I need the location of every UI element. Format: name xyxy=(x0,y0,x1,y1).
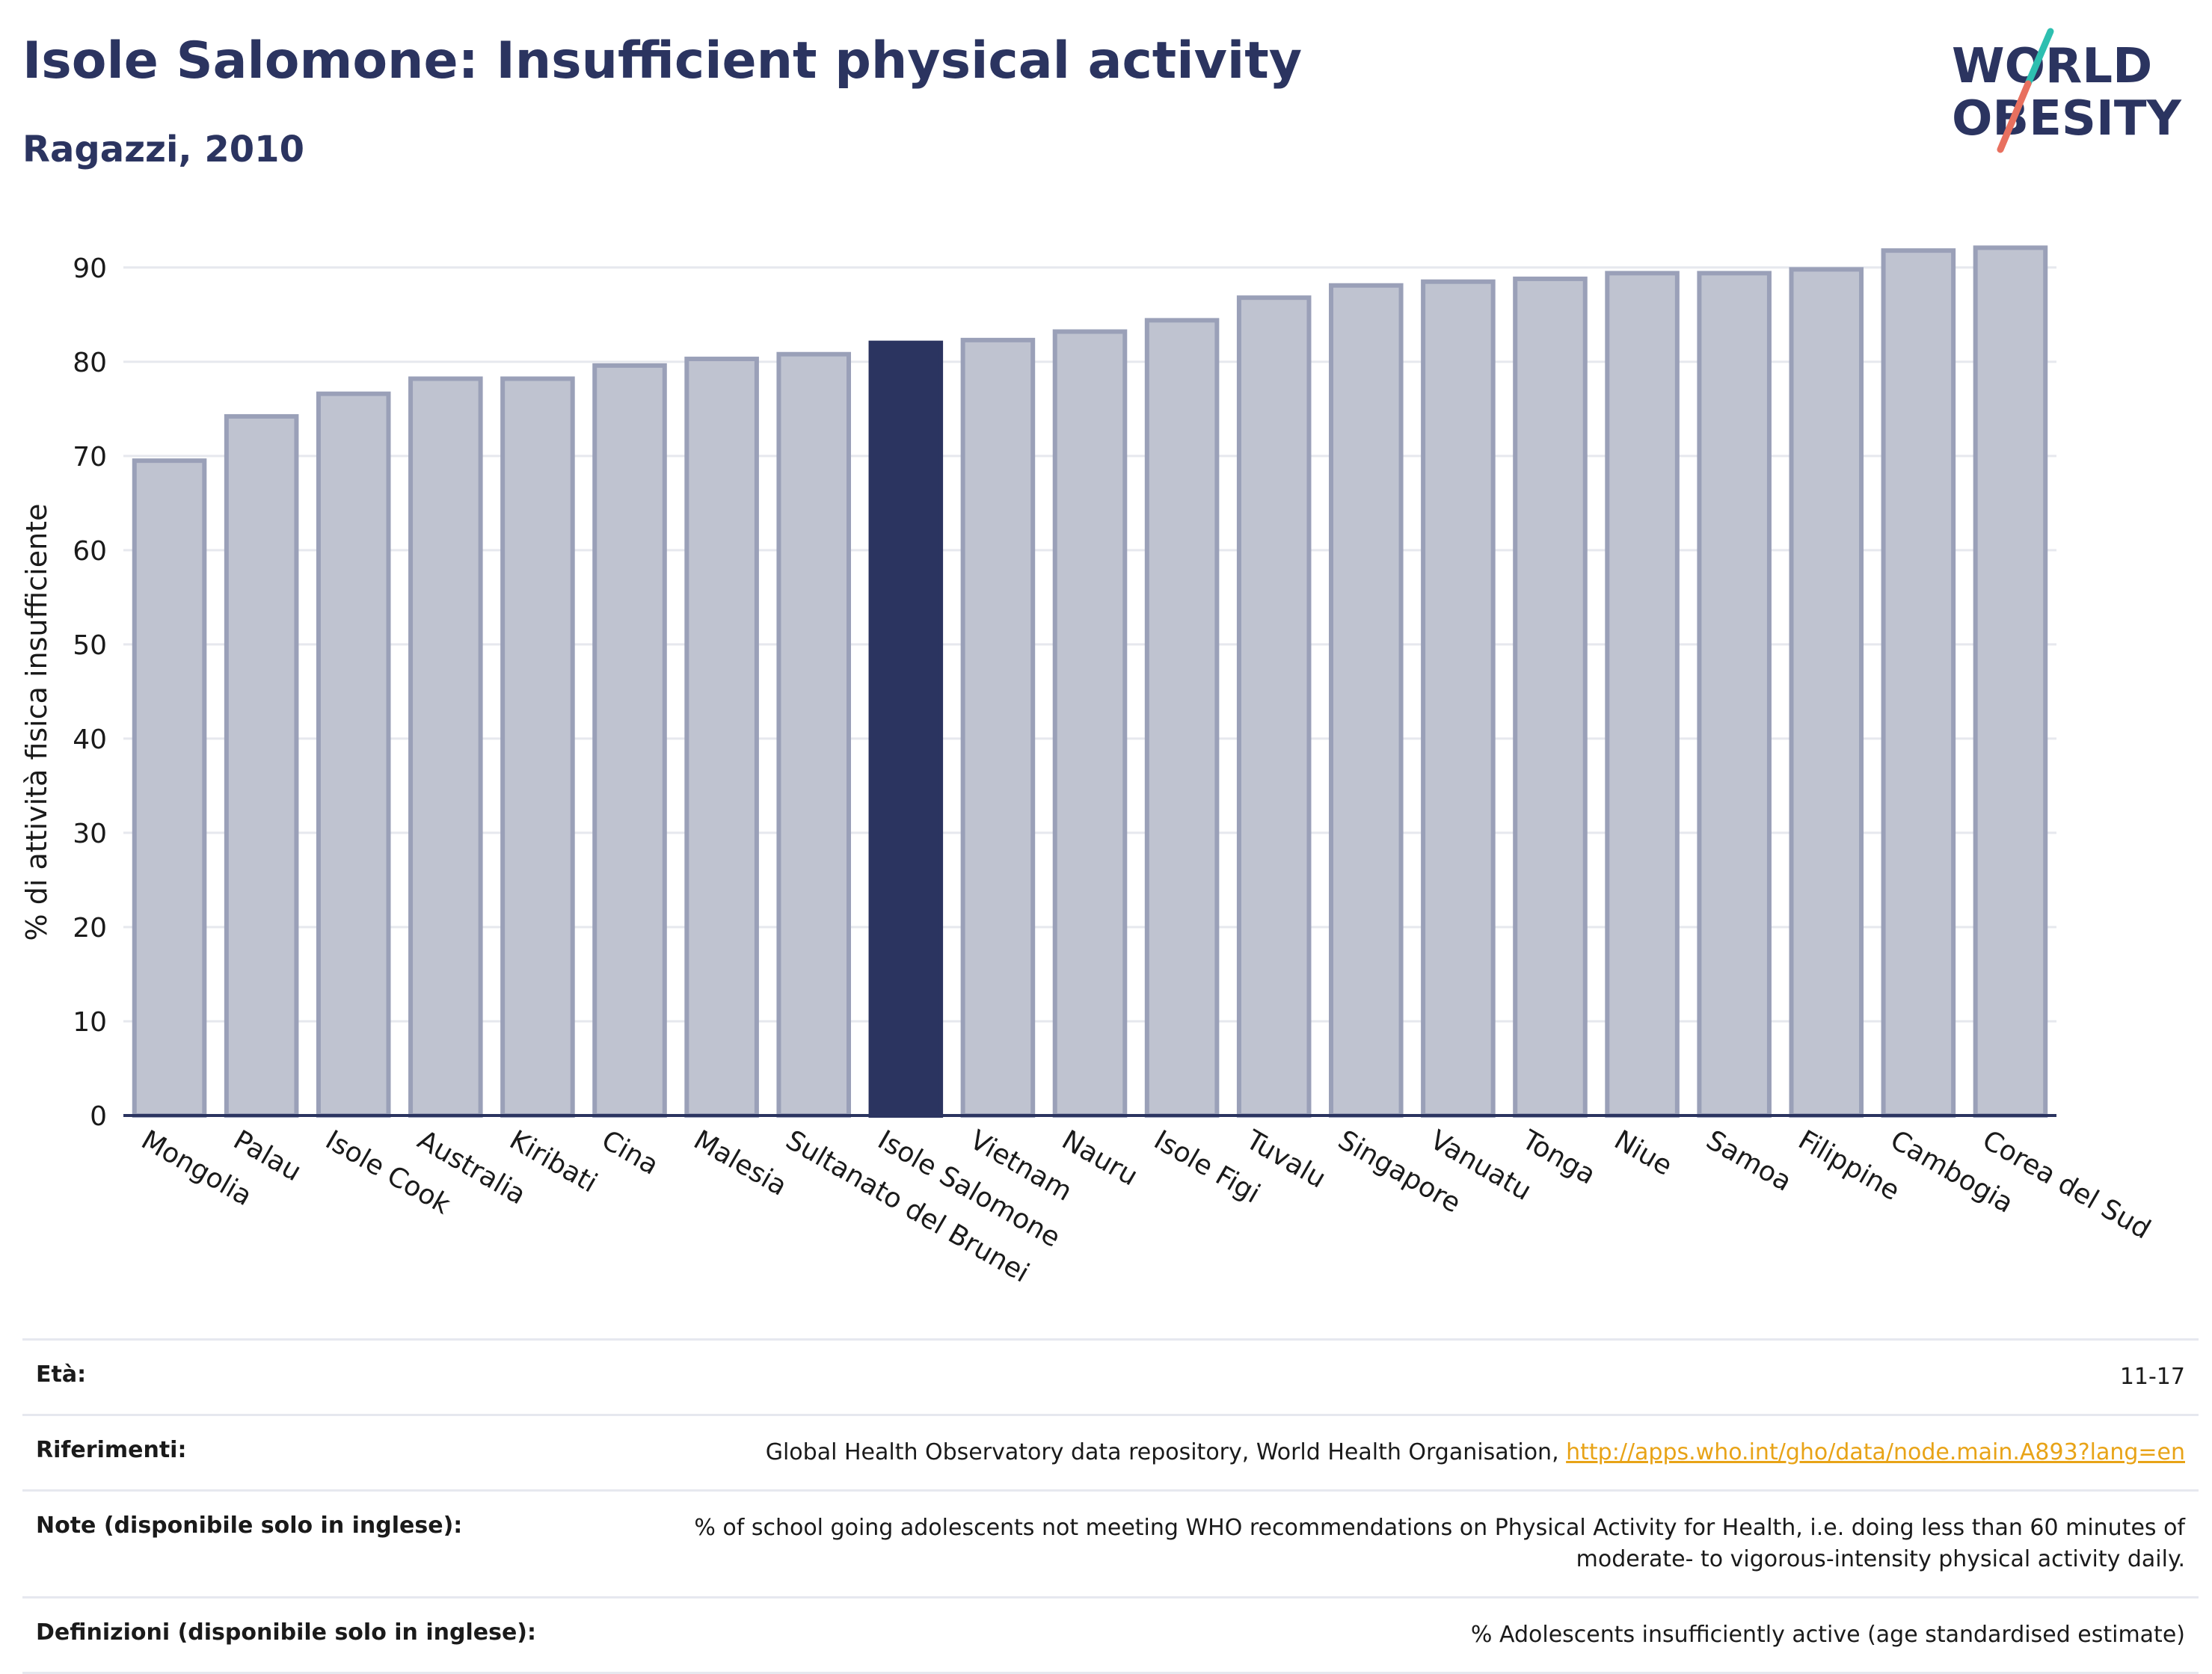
y-tick-label: 0 xyxy=(90,1101,107,1132)
world-obesity-logo: WORLD OBESITY xyxy=(1952,28,2181,153)
bar-nauru xyxy=(1052,329,1128,1118)
y-axis-label: % di attività fisica insufficiente xyxy=(20,504,53,941)
bar-cambogia xyxy=(1881,248,1956,1118)
bars xyxy=(132,245,2048,1118)
age-label: Età: xyxy=(36,1361,87,1388)
references-text: Global Health Observatory data repositor… xyxy=(765,1439,1567,1465)
bar-sultanato-del-brunei xyxy=(776,351,851,1118)
references-value: Global Health Observatory data repositor… xyxy=(766,1437,2185,1468)
y-tick-label: 50 xyxy=(73,630,107,661)
y-tick-label: 70 xyxy=(73,442,107,473)
metadata-table: Età: 11-17 Riferimenti: Global Health Ob… xyxy=(22,1338,2199,1674)
x-tick-label: Isole Figi xyxy=(1149,1124,1265,1209)
age-value: 11-17 xyxy=(2119,1364,2185,1390)
y-tick-label: 90 xyxy=(73,253,107,284)
chart-title: Isole Salomone: Insufficient physical ac… xyxy=(22,31,1303,90)
logo-slash-teal xyxy=(2024,28,2054,87)
bar-singapore xyxy=(1329,283,1404,1118)
x-tick-label: Malesia xyxy=(689,1124,792,1202)
y-tick-label: 80 xyxy=(73,348,107,378)
x-tick-label: Filippine xyxy=(1793,1124,1905,1207)
x-tick-label: Cina xyxy=(597,1124,664,1181)
bar-isole-cook xyxy=(316,391,391,1118)
bar-tonga xyxy=(1513,276,1588,1118)
meta-row-references: Riferimenti: Global Health Observatory d… xyxy=(22,1414,2199,1489)
chart-subtitle: Ragazzi, 2010 xyxy=(22,129,304,170)
y-tick-label: 60 xyxy=(73,536,107,567)
y-tick-label: 30 xyxy=(73,819,107,849)
definitions-label: Definizioni (disponibile solo in inglese… xyxy=(36,1619,536,1646)
bar-vietnam xyxy=(960,337,1036,1118)
bar-niue xyxy=(1605,271,1680,1118)
logo-word-world: WORLD xyxy=(1952,39,2152,94)
meta-row-notes: Note (disponibile solo in inglese): % of… xyxy=(22,1489,2199,1596)
meta-row-definitions: Definizioni (disponibile solo in inglese… xyxy=(22,1596,2199,1674)
y-tick-label: 10 xyxy=(73,1007,107,1038)
logo-slash-coral xyxy=(1997,80,2032,153)
bar-kiribati xyxy=(500,376,575,1118)
bar-palau xyxy=(224,413,299,1118)
bar-isole-salomone xyxy=(868,340,944,1118)
notes-label: Note (disponibile solo in inglese): xyxy=(36,1513,463,1539)
definitions-value: % Adolescents insufficiently active (age… xyxy=(1470,1622,2185,1648)
bar-malesia xyxy=(684,357,759,1118)
bar-isole-figi xyxy=(1144,318,1220,1118)
bar-samoa xyxy=(1697,271,1772,1118)
y-tick-label: 40 xyxy=(73,724,107,755)
x-tick-label: Niue xyxy=(1609,1124,1677,1181)
bar-vanuatu xyxy=(1421,279,1496,1118)
bar-tuvalu xyxy=(1236,295,1312,1118)
bar-mongolia xyxy=(132,458,207,1118)
meta-row-age: Età: 11-17 xyxy=(22,1338,2199,1414)
notes-value: % of school going adolescents not meetin… xyxy=(694,1515,2185,1572)
bar-filippine xyxy=(1789,267,1864,1118)
references-label: Riferimenti: xyxy=(36,1437,187,1463)
bar-corea-del-sud xyxy=(1973,245,2048,1118)
x-tick-label: Samoa xyxy=(1701,1124,1797,1198)
y-tick-label: 20 xyxy=(73,913,107,944)
logo-word-obesity: OBESITY xyxy=(1952,91,2181,147)
references-link[interactable]: http://apps.who.int/gho/data/node.main.A… xyxy=(1566,1439,2185,1465)
bar-australia xyxy=(408,376,483,1118)
bar-cina xyxy=(592,363,667,1118)
